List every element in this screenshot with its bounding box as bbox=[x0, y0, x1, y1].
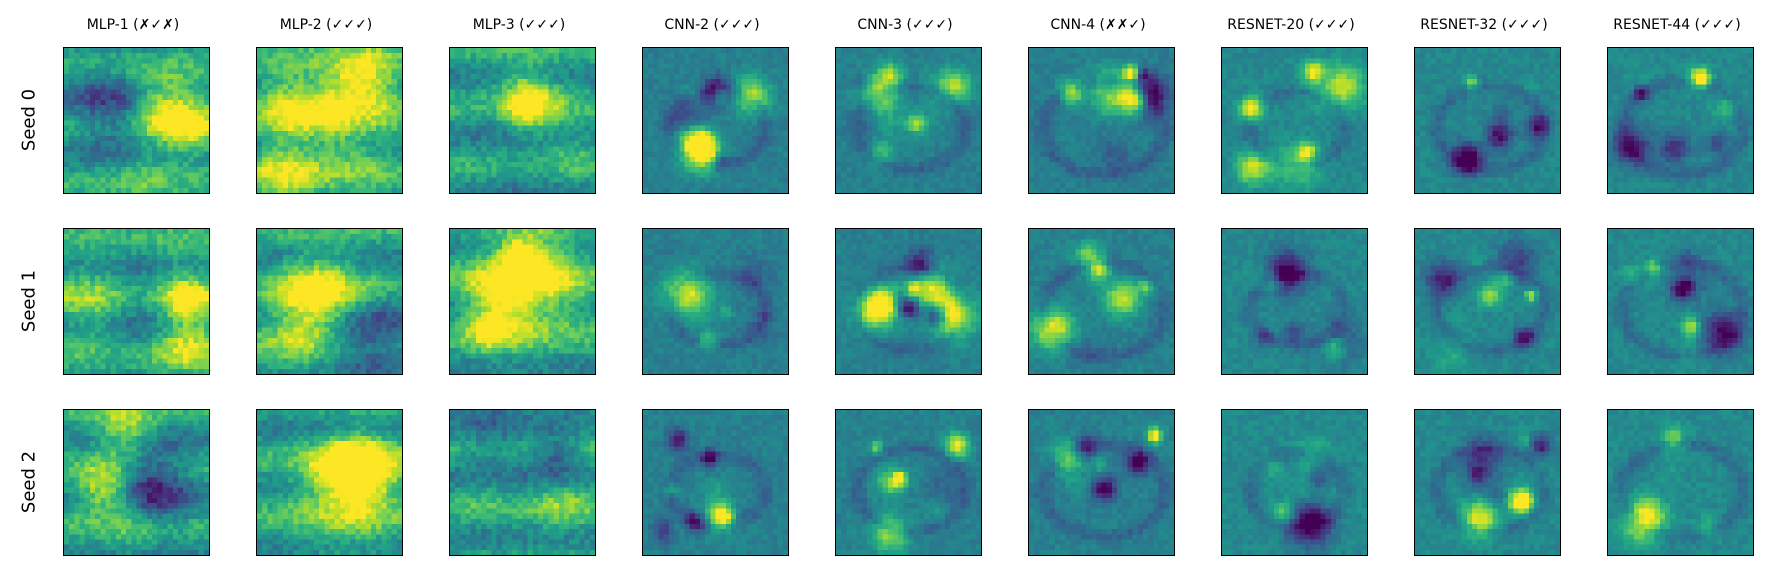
heatmap-image bbox=[1608, 229, 1753, 374]
column-title-mlp-3: MLP-3 (✓✓✓) bbox=[472, 17, 566, 33]
heatmap-panel-r2-c6 bbox=[1221, 409, 1368, 556]
heatmap-panel-r2-c3 bbox=[642, 409, 789, 556]
heatmap-panel-r2-c0 bbox=[63, 409, 210, 556]
heatmap-image bbox=[643, 48, 788, 193]
heatmap-panel-r0-c0 bbox=[63, 47, 210, 194]
heatmap-image bbox=[1029, 410, 1174, 555]
heatmap-image bbox=[450, 410, 595, 555]
heatmap-panel-r1-c3 bbox=[642, 228, 789, 375]
heatmap-panel-r2-c2 bbox=[449, 409, 596, 556]
heatmap-image bbox=[257, 48, 402, 193]
heatmap-image bbox=[1222, 410, 1367, 555]
heatmap-image bbox=[450, 229, 595, 374]
heatmap-panel-r1-c2 bbox=[449, 228, 596, 375]
heatmap-image bbox=[1222, 48, 1367, 193]
column-title-resnet-44: RESNET-44 (✓✓✓) bbox=[1613, 17, 1741, 33]
heatmap-image bbox=[64, 48, 209, 193]
heatmap-image bbox=[836, 410, 981, 555]
heatmap-panel-r0-c5 bbox=[1028, 47, 1175, 194]
heatmap-panel-r0-c6 bbox=[1221, 47, 1368, 194]
heatmap-image bbox=[1029, 229, 1174, 374]
heatmap-image bbox=[257, 229, 402, 374]
heatmap-panel-r1-c8 bbox=[1607, 228, 1754, 375]
heatmap-image bbox=[1222, 229, 1367, 374]
column-title-resnet-20: RESNET-20 (✓✓✓) bbox=[1227, 17, 1355, 33]
heatmap-panel-r2-c7 bbox=[1414, 409, 1561, 556]
heatmap-panel-r0-c7 bbox=[1414, 47, 1561, 194]
heatmap-panel-r1-c5 bbox=[1028, 228, 1175, 375]
heatmap-panel-r0-c4 bbox=[835, 47, 982, 194]
heatmap-panel-r0-c1 bbox=[256, 47, 403, 194]
heatmap-image bbox=[1415, 229, 1560, 374]
heatmap-panel-r0-c3 bbox=[642, 47, 789, 194]
heatmap-image bbox=[64, 410, 209, 555]
heatmap-image bbox=[64, 229, 209, 374]
column-title-mlp-1: MLP-1 (✗✓✗) bbox=[86, 17, 180, 33]
heatmap-image bbox=[1608, 48, 1753, 193]
heatmap-image bbox=[1415, 48, 1560, 193]
heatmap-panel-r1-c6 bbox=[1221, 228, 1368, 375]
heatmap-panel-r2-c8 bbox=[1607, 409, 1754, 556]
column-title-cnn-4: CNN-4 (✗✗✓) bbox=[1050, 17, 1146, 33]
heatmap-panel-r2-c1 bbox=[256, 409, 403, 556]
column-title-cnn-2: CNN-2 (✓✓✓) bbox=[664, 17, 760, 33]
heatmap-panel-r1-c1 bbox=[256, 228, 403, 375]
heatmap-image bbox=[450, 48, 595, 193]
row-label-seed-1-text: Seed 1 bbox=[18, 269, 40, 333]
heatmap-image bbox=[1415, 410, 1560, 555]
heatmap-panel-r2-c4 bbox=[835, 409, 982, 556]
heatmap-panel-r2-c5 bbox=[1028, 409, 1175, 556]
heatmap-image bbox=[1608, 410, 1753, 555]
heatmap-panel-r0-c8 bbox=[1607, 47, 1754, 194]
heatmap-panel-r1-c4 bbox=[835, 228, 982, 375]
heatmap-image bbox=[643, 229, 788, 374]
heatmap-panel-r1-c7 bbox=[1414, 228, 1561, 375]
column-title-mlp-2: MLP-2 (✓✓✓) bbox=[279, 17, 373, 33]
heatmap-image bbox=[836, 229, 981, 374]
row-label-seed-0-text: Seed 0 bbox=[18, 88, 40, 152]
heatmap-image bbox=[643, 410, 788, 555]
column-title-cnn-3: CNN-3 (✓✓✓) bbox=[857, 17, 953, 33]
heatmap-image bbox=[1029, 48, 1174, 193]
column-title-resnet-32: RESNET-32 (✓✓✓) bbox=[1420, 17, 1548, 33]
heatmap-panel-r1-c0 bbox=[63, 228, 210, 375]
heatmap-image bbox=[257, 410, 402, 555]
heatmap-panel-r0-c2 bbox=[449, 47, 596, 194]
heatmap-image bbox=[836, 48, 981, 193]
row-label-seed-2-text: Seed 2 bbox=[18, 450, 40, 514]
